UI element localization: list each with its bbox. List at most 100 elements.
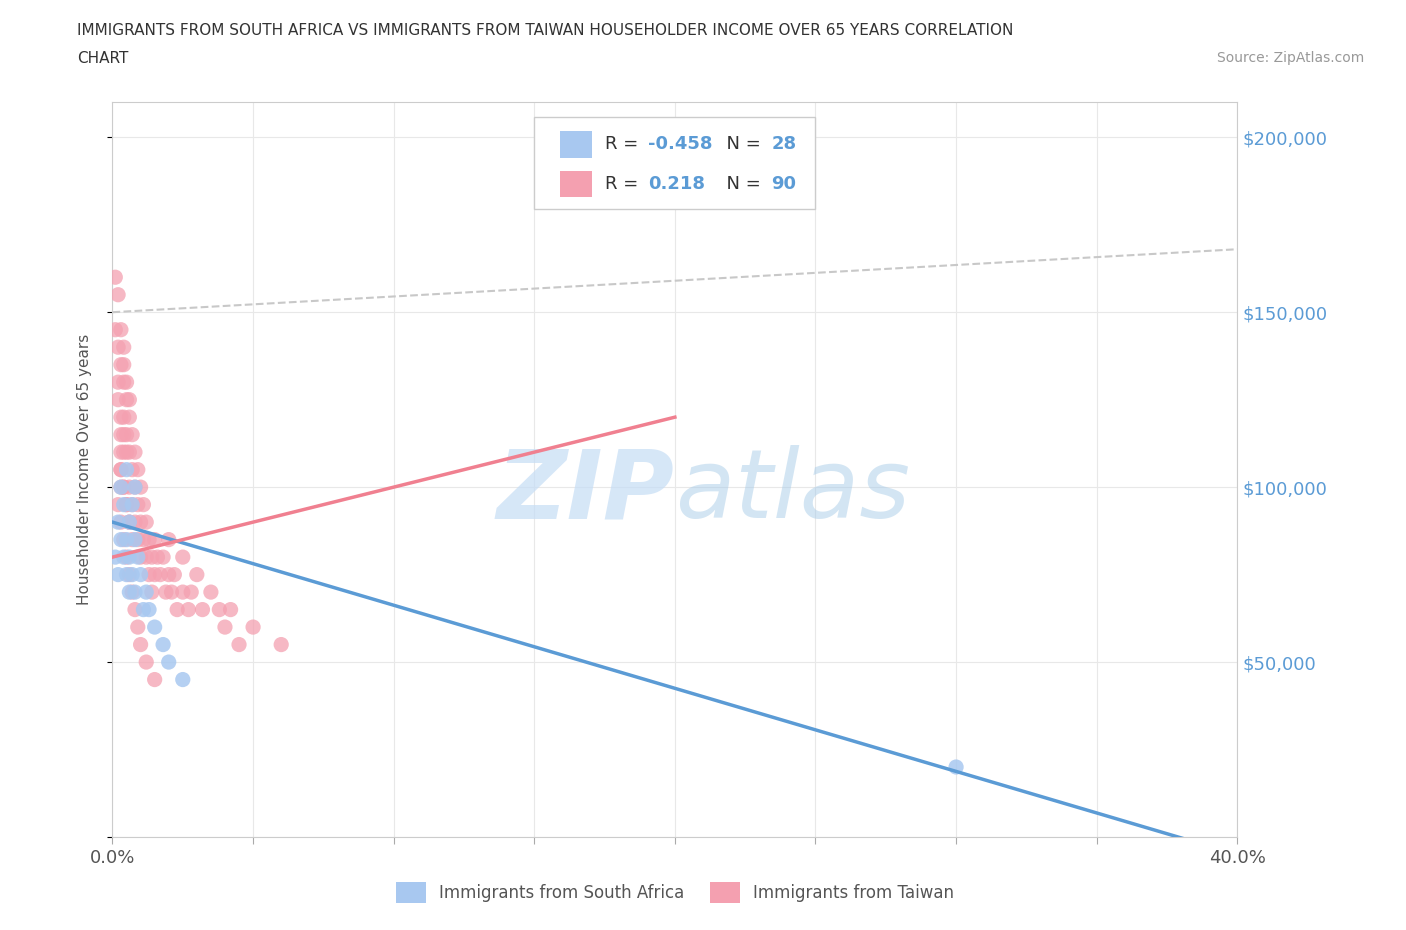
Point <box>112 375 135 390</box>
Text: Source: ZipAtlas.com: Source: ZipAtlas.com <box>1216 51 1364 65</box>
Point <box>107 287 129 302</box>
Point <box>127 532 149 547</box>
Point <box>115 462 138 477</box>
Point <box>143 532 166 547</box>
Point <box>124 445 146 459</box>
Point <box>118 480 141 495</box>
Point <box>138 602 160 617</box>
Point <box>107 392 129 407</box>
Point <box>112 410 135 425</box>
Point <box>135 550 157 565</box>
Point <box>124 532 146 547</box>
Point <box>110 323 132 338</box>
Point <box>132 532 155 547</box>
Point <box>155 585 177 600</box>
Point <box>121 462 143 477</box>
Text: -0.458: -0.458 <box>648 136 713 153</box>
Point <box>127 462 149 477</box>
Point <box>132 602 155 617</box>
Point <box>115 532 138 547</box>
Bar <box>560 131 592 157</box>
Point <box>115 550 138 565</box>
Point <box>104 323 127 338</box>
Point <box>115 498 138 512</box>
Point <box>124 480 146 495</box>
Point <box>121 585 143 600</box>
Text: N =: N = <box>716 175 766 193</box>
Point <box>124 602 146 617</box>
Point <box>107 514 129 529</box>
Text: 0.218: 0.218 <box>648 175 704 193</box>
Point <box>191 602 214 617</box>
Point <box>200 585 222 600</box>
Point <box>163 567 186 582</box>
Point <box>129 480 152 495</box>
Point <box>110 480 132 495</box>
Point <box>118 392 141 407</box>
Point <box>118 514 141 529</box>
Legend: Immigrants from South Africa, Immigrants from Taiwan: Immigrants from South Africa, Immigrants… <box>389 876 960 910</box>
Point <box>112 445 135 459</box>
Point <box>152 637 174 652</box>
Point <box>110 462 132 477</box>
Point <box>115 392 138 407</box>
Point <box>141 585 163 600</box>
Point <box>118 410 141 425</box>
Point <box>157 532 180 547</box>
Point <box>112 480 135 495</box>
Point <box>157 567 180 582</box>
Point <box>110 480 132 495</box>
Point <box>127 498 149 512</box>
Point <box>129 567 152 582</box>
Point <box>121 567 143 582</box>
Point <box>115 427 138 442</box>
Point <box>112 550 135 565</box>
Point <box>115 498 138 512</box>
Point <box>129 637 152 652</box>
Point <box>143 619 166 634</box>
Point <box>270 637 292 652</box>
Point <box>110 357 132 372</box>
Point <box>107 375 129 390</box>
Point <box>118 585 141 600</box>
Point <box>172 550 194 565</box>
Point <box>112 357 135 372</box>
Point <box>180 585 202 600</box>
Point <box>118 514 141 529</box>
Point <box>107 339 129 354</box>
Point <box>104 270 127 285</box>
Text: 90: 90 <box>772 175 797 193</box>
Point <box>121 427 143 442</box>
Point <box>143 567 166 582</box>
Point <box>160 585 183 600</box>
Point <box>121 532 143 547</box>
Point <box>112 498 135 512</box>
Point <box>115 375 138 390</box>
Point <box>172 585 194 600</box>
Point <box>214 619 236 634</box>
Point <box>129 550 152 565</box>
Point <box>208 602 231 617</box>
Text: R =: R = <box>605 175 644 193</box>
Point <box>110 445 132 459</box>
Point <box>104 550 127 565</box>
Point <box>129 514 152 529</box>
Point <box>107 498 129 512</box>
Y-axis label: Householder Income Over 65 years: Householder Income Over 65 years <box>77 334 91 605</box>
Point <box>124 514 146 529</box>
Point <box>135 585 157 600</box>
Point <box>110 532 132 547</box>
Point <box>945 760 967 775</box>
Point <box>172 672 194 687</box>
Bar <box>560 171 592 197</box>
Point <box>141 550 163 565</box>
Point <box>112 480 135 495</box>
Point <box>138 532 160 547</box>
Point <box>152 550 174 565</box>
Point <box>143 672 166 687</box>
Point <box>135 655 157 670</box>
Point <box>118 514 141 529</box>
Text: ZIP: ZIP <box>496 445 675 538</box>
Point <box>135 514 157 529</box>
Point <box>166 602 188 617</box>
